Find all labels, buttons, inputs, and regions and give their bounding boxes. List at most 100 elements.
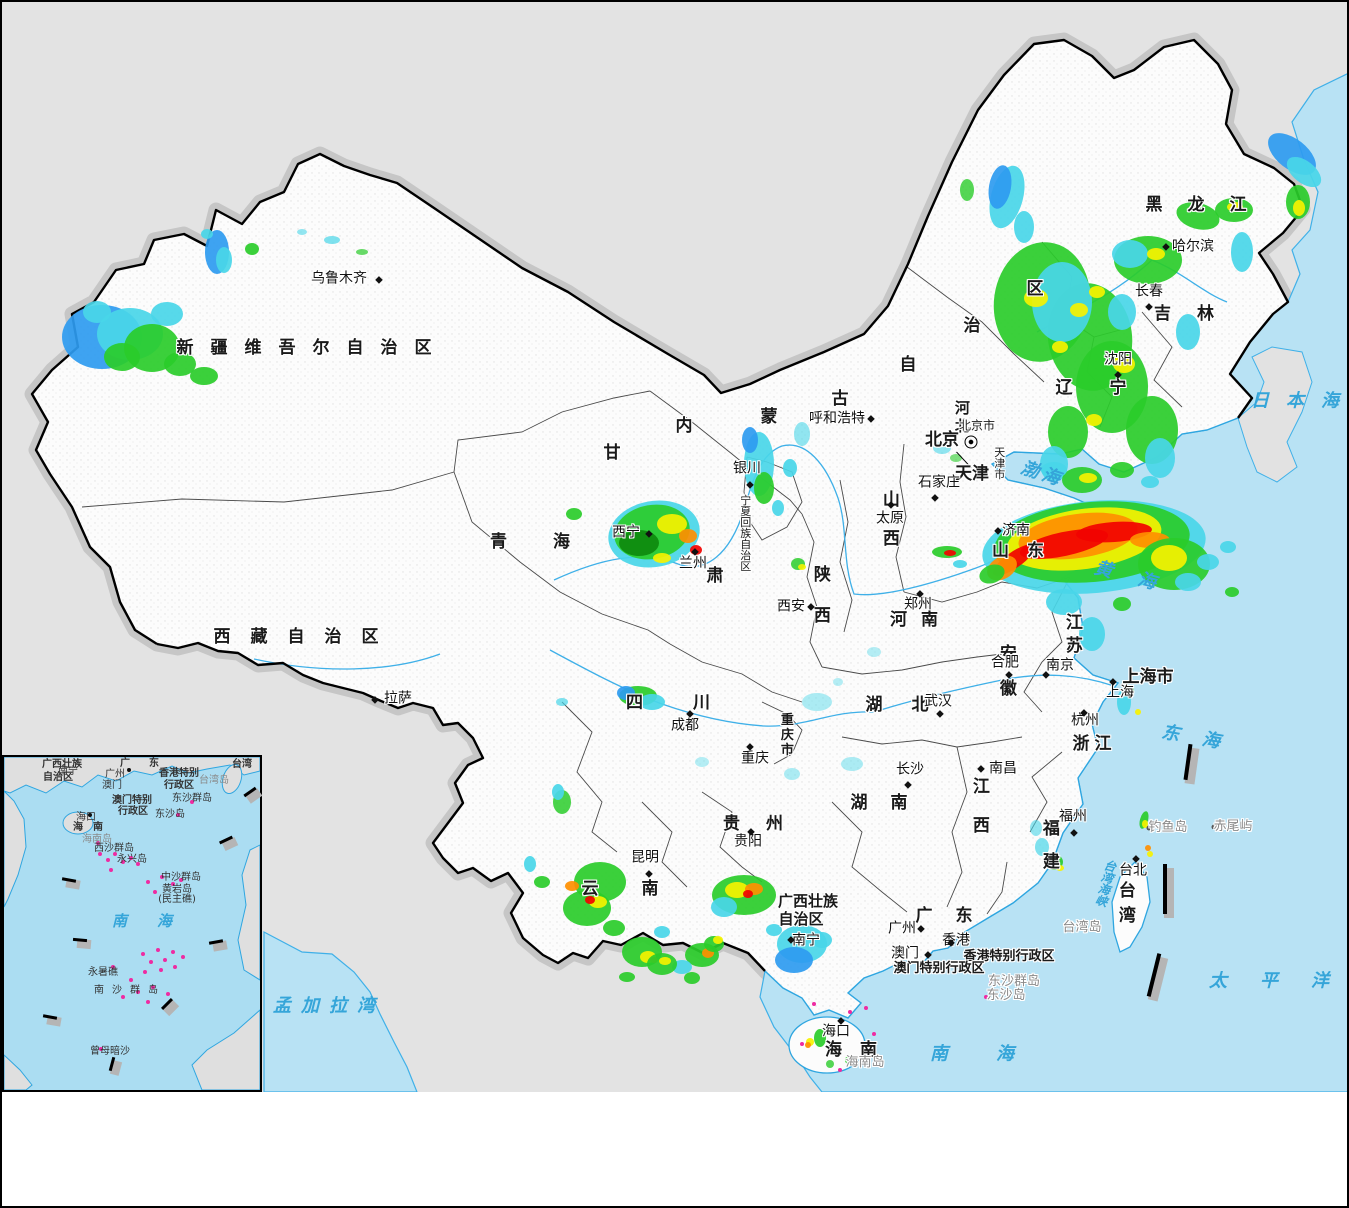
sea-label: 南海: [111, 912, 203, 931]
province-label: 治: [963, 316, 981, 337]
radar-echo: [711, 897, 737, 917]
radar-echo: [1113, 355, 1135, 373]
reef-marker: [129, 856, 133, 860]
taiwan-island: [1111, 861, 1151, 953]
reef-marker: [173, 965, 177, 969]
island-label: 东沙群岛: [987, 974, 1041, 990]
china-radar-map[interactable]: 新疆维吾尔自治区 西藏自治区 青海甘肃内蒙古自治区宁夏回族自治区 陕西 山西 河北 山东 河南…: [2, 2, 1347, 1092]
reef-marker: [179, 878, 183, 882]
radar-echo: [1176, 202, 1220, 230]
radar-echo: [783, 459, 797, 477]
inset-label: 东沙岛: [155, 808, 185, 820]
city-marker: ◆: [645, 528, 653, 540]
radar-echo: [659, 957, 671, 965]
island-label: 海南岛: [845, 1055, 885, 1071]
province-label: 重庆市: [777, 712, 793, 758]
city-marker: ◆: [747, 826, 755, 838]
reef-marker: [160, 875, 164, 879]
city-label: 贵阳: [734, 833, 762, 850]
radar-echo: [1089, 286, 1105, 298]
city-marker: ◆: [1109, 676, 1117, 688]
province-label: 陕西: [809, 565, 830, 647]
island-label: 东沙岛: [986, 988, 1026, 1004]
radar-echo: [1056, 865, 1064, 871]
reef-marker: [143, 970, 147, 974]
city-marker: ◆: [691, 546, 699, 558]
city-marker: ◆: [931, 492, 939, 504]
province-label: 吉林: [1154, 304, 1240, 325]
city-label: 太原: [876, 510, 904, 527]
radar-echo: [867, 647, 881, 657]
radar-echo: [802, 693, 832, 711]
city-label: 沈阳: [1104, 351, 1132, 368]
city-label: 澳门: [891, 945, 919, 962]
reef-marker: [96, 841, 100, 845]
radar-echo: [1117, 689, 1131, 715]
city-marker: ◆: [947, 937, 955, 949]
city-marker: ◆: [787, 934, 795, 946]
radar-echo: [534, 876, 550, 888]
city-label: 兰州: [679, 555, 707, 572]
province-label: 北京: [925, 430, 959, 451]
city-marker: ◆: [746, 741, 754, 753]
radar-echo: [1286, 156, 1322, 188]
radar-echo: [841, 757, 863, 771]
reef-marker: [171, 950, 175, 954]
island-label: 台湾岛: [1062, 920, 1102, 936]
islet-marker: [1211, 824, 1217, 830]
south-china-sea-inset[interactable]: [2, 755, 262, 1092]
inset-label: 黄岩岛: [162, 883, 192, 895]
korea-peninsula: [1237, 346, 1313, 483]
radar-echo: [619, 972, 635, 982]
reef-marker: [149, 960, 153, 964]
island-label: 赤尾屿: [1213, 819, 1253, 835]
reef-marker: [121, 860, 125, 864]
reef-marker: [109, 868, 113, 872]
islet-marker: [1146, 825, 1152, 831]
province-label: 天津: [955, 464, 989, 485]
city-label: 西安: [777, 598, 805, 615]
radar-echo: [201, 229, 213, 239]
city-label: 济南: [1002, 522, 1030, 539]
radar-echo: [164, 352, 196, 376]
radar-echo: [690, 545, 702, 555]
province-label: 四川: [626, 693, 760, 714]
radar-echo: [1135, 709, 1141, 715]
province-label: 云南: [581, 879, 702, 900]
city-label: 呼和浩特: [809, 410, 865, 427]
city-marker: ◆: [994, 525, 1002, 537]
radar-echo: [742, 427, 758, 453]
inset-label: 澳门: [102, 779, 122, 791]
province-label: 江西: [968, 777, 989, 855]
city-marker: ◆: [977, 763, 985, 775]
city-label: 长春: [1135, 283, 1163, 300]
city-label: 武汉: [924, 693, 952, 710]
city-marker: ◆: [917, 923, 925, 935]
province-label: 天津市: [992, 446, 1006, 480]
city-marker: ◆: [645, 868, 653, 880]
sea-label: 孟加拉湾: [273, 995, 385, 1017]
radar-echo: [754, 472, 774, 504]
province-label: 河北: [952, 399, 971, 436]
boundary-dash-shadow: [1164, 868, 1174, 918]
inset-label: 广州: [105, 768, 125, 780]
island-label: 钓鱼岛: [1148, 820, 1188, 836]
radar-echo: [1293, 200, 1305, 216]
city-marker: ◆: [904, 779, 912, 791]
city-label: 乌鲁木齐: [311, 270, 367, 287]
province-label: 辽宁: [1055, 378, 1164, 399]
city-marker: ◆: [1132, 853, 1140, 865]
reef-marker: [984, 995, 988, 999]
radar-echo: [695, 757, 709, 767]
radar-echo: [775, 947, 813, 973]
province-label: 自治区: [778, 910, 824, 929]
reef-marker: [141, 952, 145, 956]
radar-echo: [826, 1060, 834, 1068]
radar-echo: [1113, 597, 1131, 611]
reef-marker: [812, 1002, 816, 1006]
radar-echo: [245, 243, 259, 255]
city-label: 长沙: [896, 761, 924, 778]
reef-marker: [129, 978, 133, 982]
radar-echo: [1079, 617, 1105, 651]
